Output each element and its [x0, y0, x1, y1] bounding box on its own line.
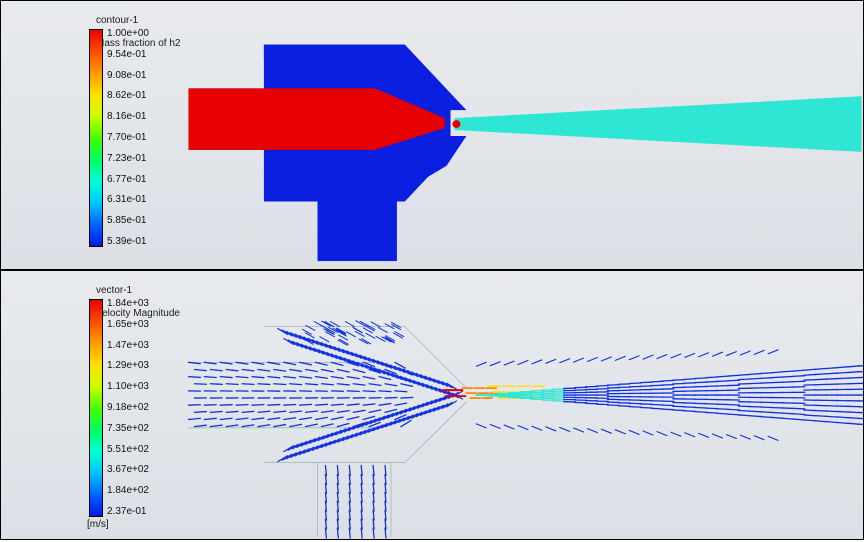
contour-colorbar: [89, 29, 103, 247]
vector-unit-label: [m/s]: [87, 519, 109, 530]
legend-tick: 8.62e-01: [107, 91, 149, 101]
legend-tick: 7.70e-01: [107, 133, 149, 143]
contour-svg: [177, 1, 863, 269]
legend-tick: 8.16e-01: [107, 112, 149, 122]
legend-tick: 9.18e+02: [107, 403, 149, 413]
legend-tick: 1.29e+03: [107, 361, 149, 371]
contour-legend: 1.00e+00 9.54e-01 9.08e-01 8.62e-01 8.16e-01…: [89, 29, 149, 247]
vector-colorbar: [89, 299, 103, 517]
legend-tick: 1.00e+00: [107, 29, 149, 39]
legend-tick: 6.77e-01: [107, 175, 149, 185]
vector-visualization: [177, 271, 863, 539]
vector-title-line1: vector-1: [96, 285, 132, 296]
contour-visualization: [177, 1, 863, 269]
vector-legend: 1.84e+03 1.65e+03 1.47e+03 1.29e+03 1.10e+03…: [89, 299, 149, 517]
legend-tick: 1.10e+03: [107, 382, 149, 392]
contour-legend-labels: 1.00e+00 9.54e-01 9.08e-01 8.62e-01 8.16e-01…: [107, 29, 149, 247]
legend-tick: 1.65e+03: [107, 320, 149, 330]
contour-title-line1: contour-1: [96, 15, 138, 26]
legend-tick: 5.85e-01: [107, 216, 149, 226]
legend-tick: 5.51e+02: [107, 445, 149, 455]
vector-panel: vector-1 Velocity Magnitude 1.84e+031.65…: [0, 270, 864, 540]
legend-tick: 1.84e+03: [107, 299, 149, 309]
legend-tick: 1.84e+02: [107, 486, 149, 496]
legend-tick: 7.35e+02: [107, 424, 149, 434]
vector-svg: [177, 271, 863, 539]
legend-tick: 7.23e-01: [107, 154, 149, 164]
legend-tick: 1.47e+03: [107, 341, 149, 351]
legend-tick: 6.31e-01: [107, 195, 149, 205]
legend-tick: 3.67e+02: [107, 465, 149, 475]
vector-legend-labels: 1.84e+03 1.65e+03 1.47e+03 1.29e+03 1.10e+03…: [107, 299, 149, 517]
legend-tick: 9.08e-01: [107, 71, 149, 81]
legend-tick: 2.37e-01: [107, 507, 149, 517]
contour-panel: contour-1 Mass fraction of h2 1.00e+009.…: [0, 0, 864, 270]
legend-tick: 9.54e-01: [107, 50, 149, 60]
legend-tick: 5.39e-01: [107, 237, 149, 247]
